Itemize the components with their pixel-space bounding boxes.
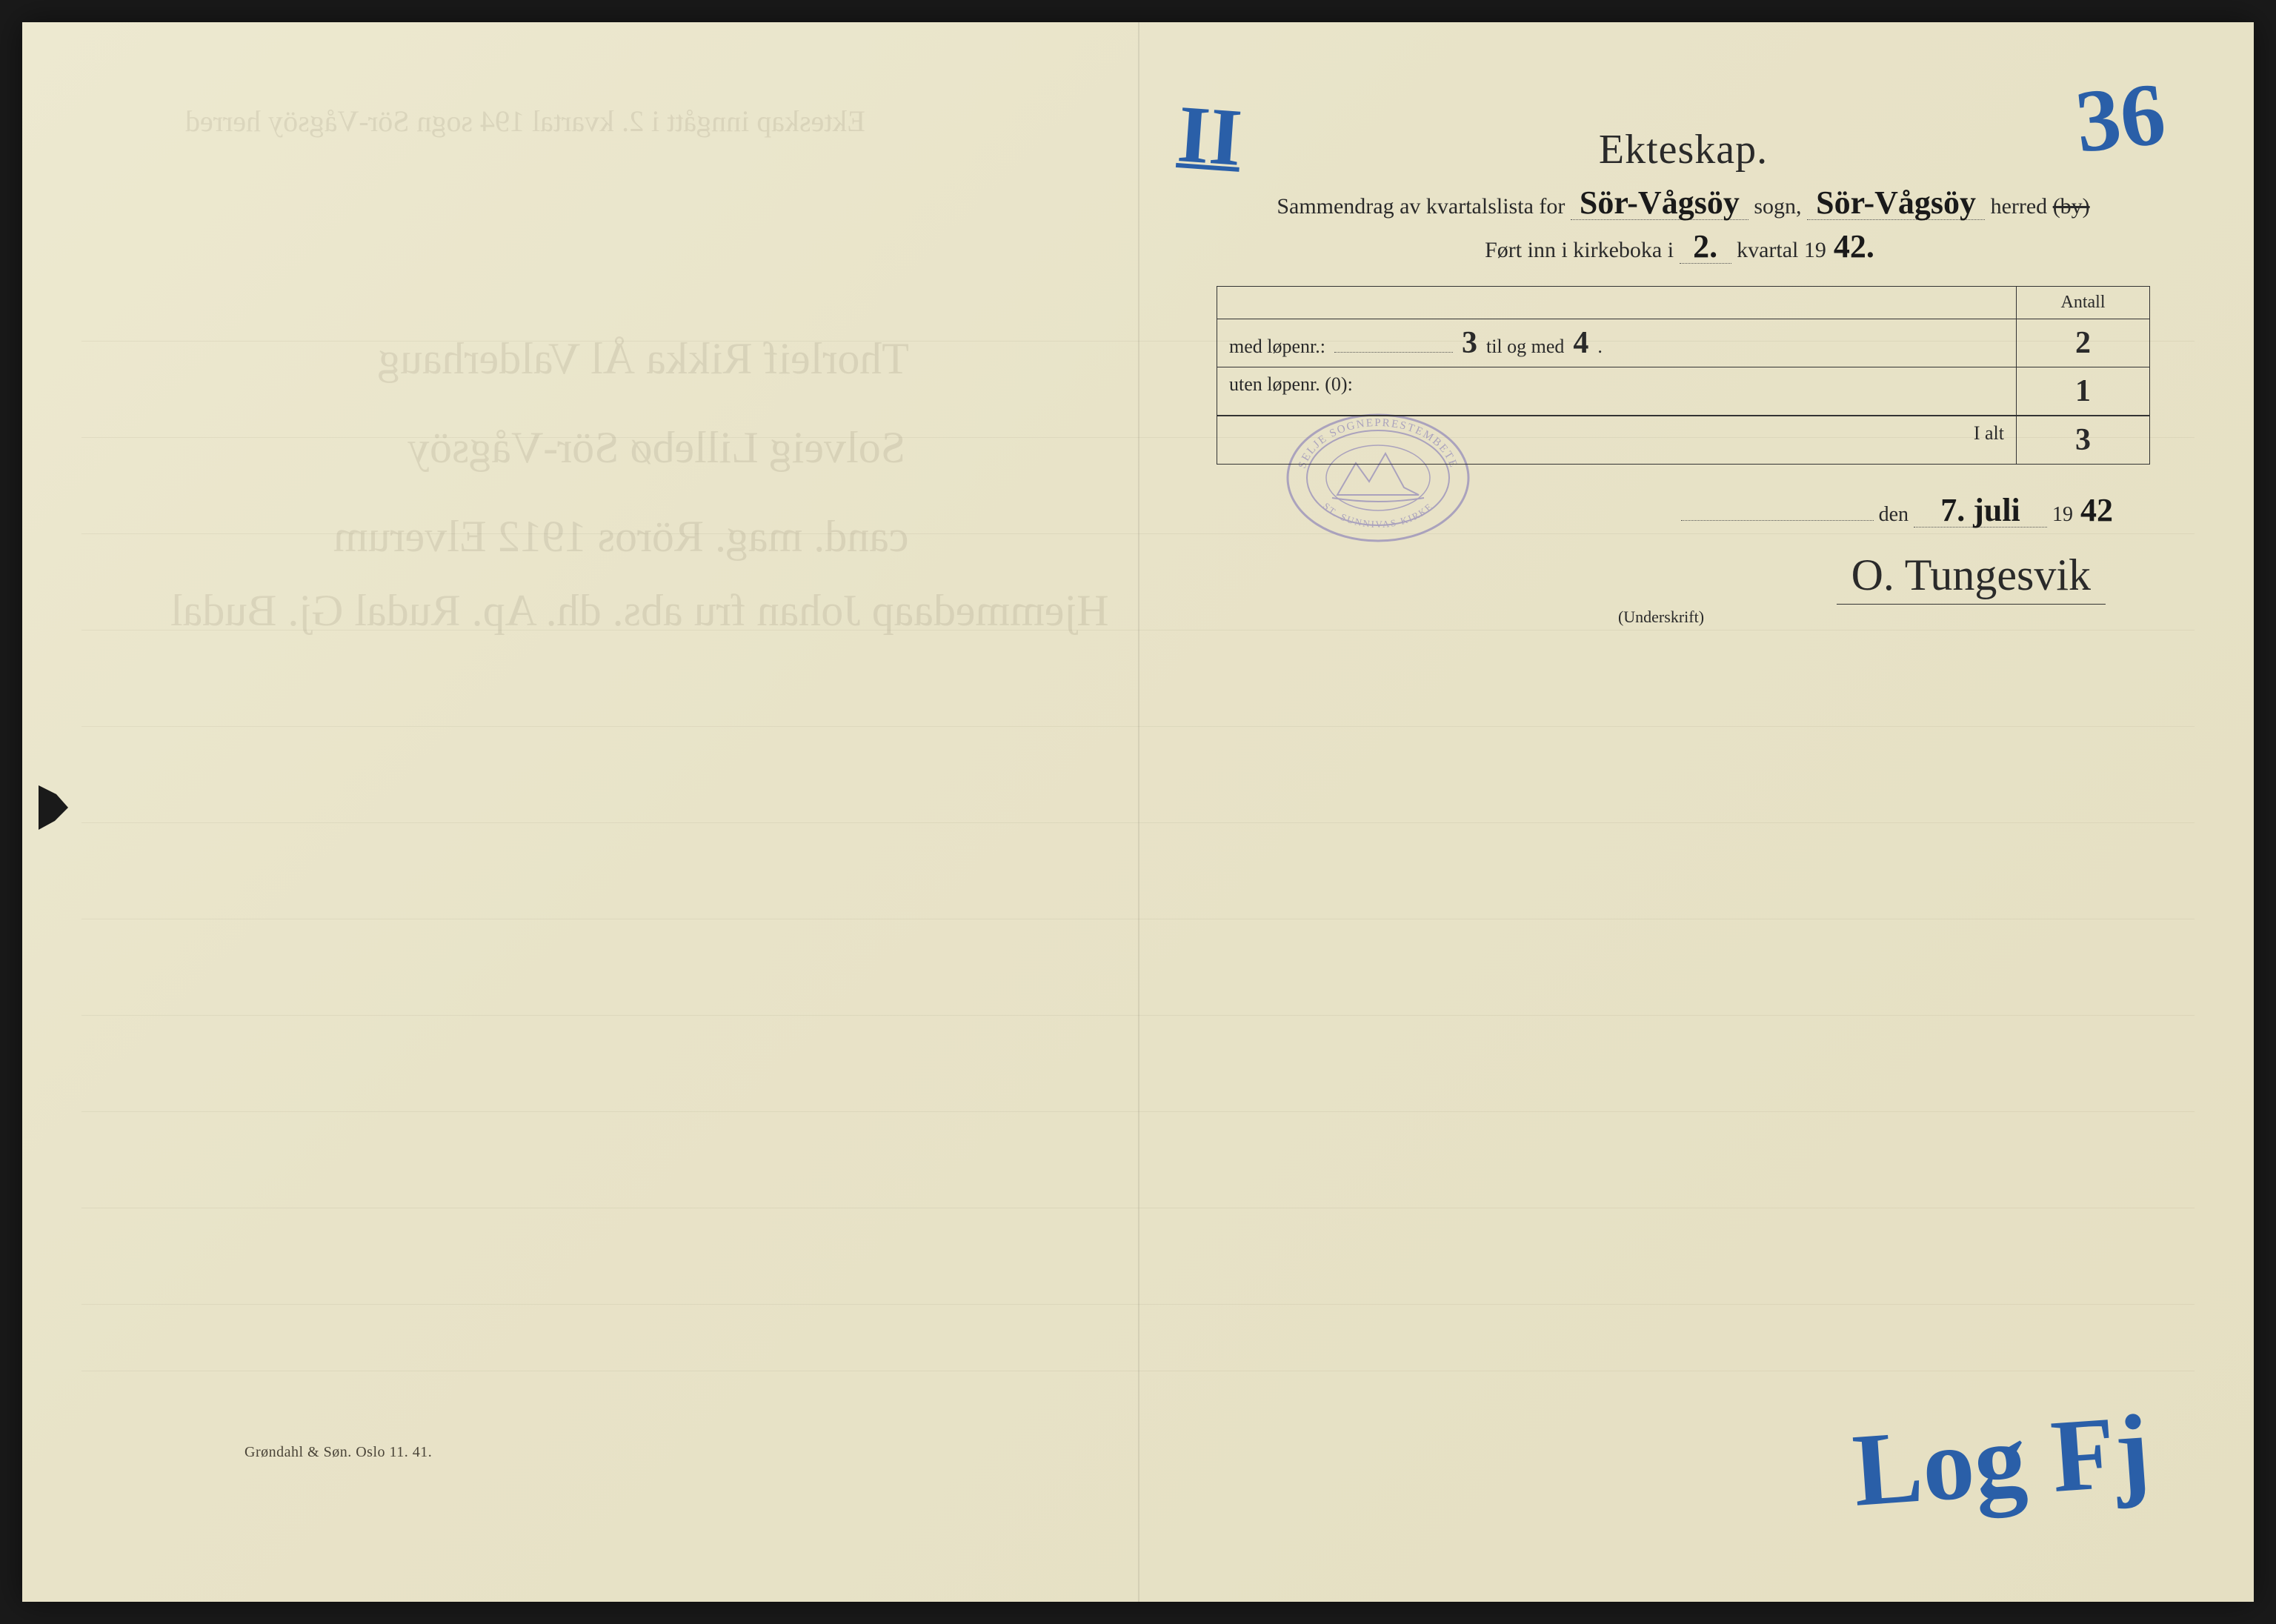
tally-header-row: Antall: [1217, 287, 2149, 319]
value-count-total: 3: [2075, 423, 2091, 457]
rule-line: [81, 1111, 2195, 1112]
label-herred: herred: [1991, 194, 2048, 219]
rule-line: [81, 1015, 2195, 1016]
value-year-suffix: 42.: [1826, 230, 1882, 263]
form-line-quarter: Ført inn i kirkeboka i 2. kvartal 1942.: [1217, 230, 2150, 264]
label-til-og-med: til og med: [1486, 336, 1564, 358]
printer-imprint: Grøndahl & Søn. Oslo 11. 41.: [244, 1444, 432, 1461]
rule-line: [81, 726, 2195, 727]
annotation-bottom-scrawl: Log Fj: [1849, 1391, 2154, 1531]
paper-tear: [39, 785, 68, 830]
form-title: Ekteskap.: [1217, 126, 2150, 173]
label-year-prefix: 19: [2052, 503, 2073, 526]
label-sogn: sogn,: [1754, 194, 1801, 219]
label-fort-inn: Ført inn i kirkeboka i: [1485, 238, 1674, 262]
value-herred: Sör-Vågsöy: [1807, 187, 1985, 220]
label-den: den: [1879, 503, 1909, 526]
summary-form: Ekteskap. Sammendrag av kvartalslista fo…: [1217, 126, 2150, 627]
value-date: 7. juli: [1914, 494, 2047, 528]
rule-line: [81, 822, 2195, 823]
bleedthrough-text: cand. mag. Röros 1912 Elverum: [333, 511, 909, 562]
label-uten-lopenr: uten løpenr. (0):: [1229, 373, 1353, 396]
tally-table: Antall med løpenr.: 3 til og med 4 . 2 u…: [1217, 286, 2150, 465]
signature: O. Tungesvik: [1837, 550, 2106, 605]
bleedthrough-text: Solveig Lillebø Sör-Vågsöy: [407, 422, 905, 473]
value-count-2: 1: [2075, 374, 2091, 408]
tally-row-with-seq: med løpenr.: 3 til og med 4 . 2: [1217, 319, 2149, 367]
value-year: 42: [2073, 494, 2120, 527]
date-line: den 7. juli 1942: [1217, 494, 2150, 528]
signature-block: O. Tungesvik (Underskrift): [1217, 550, 2150, 627]
label-i-alt: I alt: [1974, 422, 2004, 445]
bleedthrough-text: Thorleif Rikka Ål Valderhaug: [378, 333, 909, 385]
label-by-struck: (by): [2053, 194, 2090, 219]
tally-header-antall: Antall: [2016, 287, 2149, 319]
value-to: 4: [1573, 325, 1588, 361]
rule-line: [81, 1304, 2195, 1305]
value-sogn: Sör-Vågsöy: [1571, 187, 1748, 220]
label-med-lopenr: med løpenr.:: [1229, 336, 1325, 358]
form-line-parish: Sammendrag av kvartalslista for Sör-Vågs…: [1217, 187, 2150, 220]
center-fold: [1138, 22, 1139, 1602]
signature-caption: (Underskrift): [1217, 608, 2106, 627]
value-from: 3: [1462, 325, 1477, 361]
value-count-1: 2: [2075, 326, 2091, 360]
bleedthrough-text: Ekteskap inngått i 2. kvartal 194 sogn S…: [185, 104, 865, 139]
tally-row-without-seq: uten løpenr. (0): 1: [1217, 367, 2149, 416]
tally-row-total: I alt 3: [1217, 416, 2149, 464]
label-kvartal: kvartal 19: [1737, 238, 1826, 262]
label-sammendrag: Sammendrag av kvartalslista for: [1277, 194, 1565, 219]
document-page: Ekteskap inngått i 2. kvartal 194 sogn S…: [22, 22, 2254, 1602]
value-kvartal: 2.: [1680, 230, 1731, 264]
bleedthrough-text: Hjemmedaap Johan fru abs. dh. Ap. Rudal …: [170, 585, 1108, 636]
